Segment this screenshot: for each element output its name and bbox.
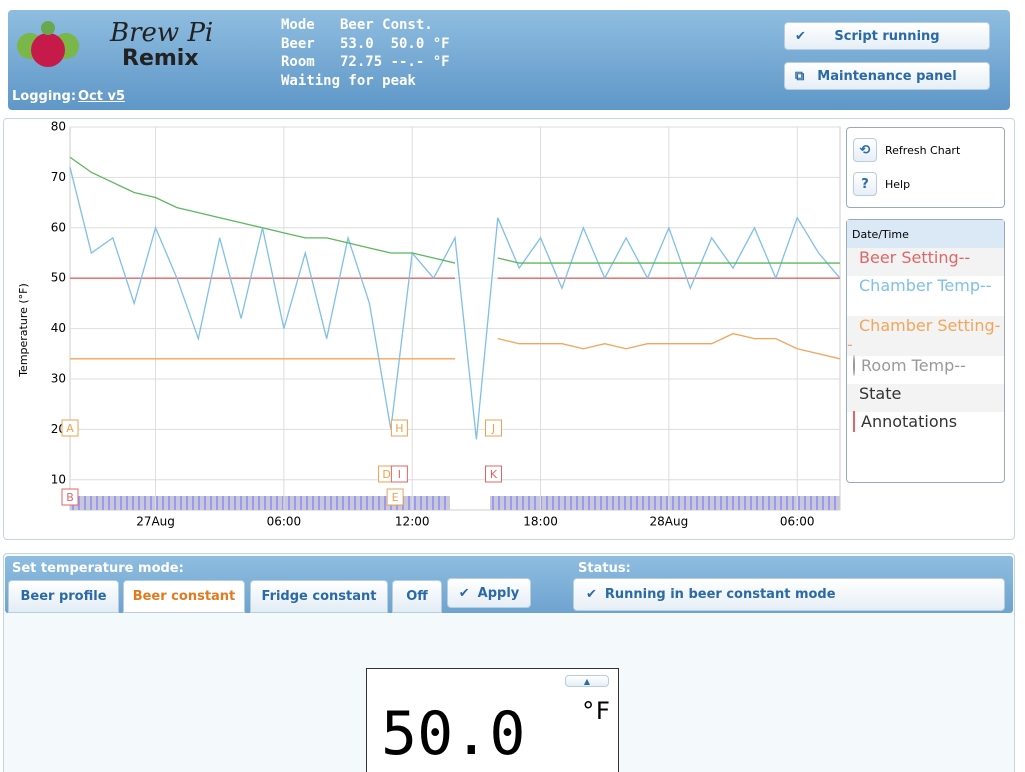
annotation-box: [61, 419, 79, 437]
mode-tab[interactable]: Fridge constant: [250, 580, 388, 613]
series-line: [69, 156, 840, 264]
series-line: [70, 332, 841, 360]
legend-name: State: [859, 384, 902, 403]
annotation-box: [390, 465, 408, 483]
logging-link[interactable]: Oct v5: [78, 89, 126, 104]
legend-title: Date/Time: [847, 220, 1004, 248]
spin-up[interactable]: ▲: [565, 675, 609, 687]
legend-item: Chamber Setting--: [847, 316, 1004, 356]
temp-value[interactable]: 50.0: [381, 699, 526, 769]
legend-name: Beer Setting: [859, 248, 959, 267]
lcd-line: Beer 53.0 50.0 °F: [281, 35, 450, 52]
series-line: [69, 167, 841, 440]
legend-name: Chamber Setting: [859, 316, 995, 335]
legend-item: Room Temp--: [847, 355, 1004, 384]
annotation-box: [485, 465, 502, 483]
chart-tools: ⟲ Refresh Chart ? Help: [846, 127, 1005, 208]
mode-tab[interactable]: Beer profile: [8, 580, 119, 613]
mode-tab[interactable]: Off: [392, 580, 442, 613]
annotation-label: K: [490, 468, 498, 481]
status-label: Status:: [578, 561, 631, 576]
annotation-label: I: [398, 468, 401, 481]
x-tick-label: 06:00: [267, 515, 302, 529]
mode-tab[interactable]: Beer constant: [123, 580, 245, 613]
annotation-box: [390, 419, 408, 437]
y-tick-label: 70: [51, 170, 66, 184]
lcd-line: Mode Beer Const.: [281, 17, 433, 33]
button-label: Script running: [834, 28, 940, 44]
legend-value: --: [980, 276, 992, 295]
logo-text: Brew Pi: [110, 18, 214, 48]
legend-value: --: [954, 356, 966, 375]
maintenance-button[interactable]: ⧉ Maintenance panel: [784, 62, 990, 90]
mode-title: Set temperature mode:: [12, 561, 184, 576]
legend-value: --: [958, 248, 971, 267]
help-button[interactable]: ? Help: [853, 172, 910, 196]
logo-icon: [14, 16, 82, 72]
status-text: Running in beer constant mode: [604, 587, 836, 602]
button-label: Help: [885, 177, 911, 191]
refresh-button[interactable]: ⟲ Refresh Chart: [853, 138, 960, 162]
temp-display: ▲ 50.0 °F: [366, 668, 619, 772]
annotation-label: A: [66, 422, 74, 435]
legend-name: Room Temp: [861, 356, 955, 375]
legend-item: Annotations: [847, 411, 1004, 440]
y-tick-label: 80: [51, 120, 66, 134]
state-bar: [490, 496, 840, 510]
y-tick-label: 30: [51, 371, 66, 385]
annotation-box: [485, 419, 502, 437]
x-tick-label: 06:00: [780, 515, 815, 529]
x-tick-label: 12:00: [395, 515, 430, 529]
y-tick-label: 10: [51, 472, 66, 486]
y-tick-label: 40: [51, 321, 66, 335]
annotation-label: B: [66, 491, 74, 504]
legend-value: --: [847, 316, 1001, 354]
annotation-label: H: [395, 422, 403, 435]
x-tick-label: 28Aug: [650, 515, 689, 529]
legend: Date/Time Beer Temp--Beer Setting--Chamb…: [846, 219, 1005, 483]
temp-unit: °F: [581, 697, 610, 725]
annotation-box: [386, 488, 404, 506]
button-label: Maintenance panel: [817, 68, 957, 84]
button-label: Refresh Chart: [885, 143, 961, 157]
legend-item: State: [847, 384, 1004, 412]
annotation-label: E: [392, 491, 399, 504]
status-box: ✔ Running in beer constant mode: [573, 578, 1005, 611]
lcd-line: Waiting for peak: [281, 72, 416, 89]
annotation-label: J: [491, 422, 495, 435]
legend-name: Chamber Temp: [859, 276, 981, 295]
button-label: Apply: [477, 585, 520, 601]
x-tick-label: 18:00: [523, 515, 558, 529]
legend-item: Chamber Temp--: [847, 276, 1004, 316]
script-button[interactable]: ✔ Script running: [784, 22, 990, 50]
x-tick-label: 27Aug: [136, 515, 175, 529]
logging-label: Logging:: [12, 89, 77, 104]
apply-button[interactable]: ✔ Apply: [447, 578, 531, 608]
logo-text: Remix: [122, 46, 199, 71]
y-tick-label: 50: [51, 271, 66, 285]
y-axis-label: Temperature (°F): [17, 283, 30, 378]
lcd: Mode Beer Const. Beer 53.0 50.0 °F Room 72…: [281, 16, 450, 90]
state-bar: [70, 496, 450, 510]
y-tick-label: 60: [51, 220, 66, 234]
annotation-label: D: [382, 468, 390, 481]
lcd-line: Room 72.75 --.- °F: [281, 54, 450, 70]
plot-area: [69, 126, 841, 511]
legend-dot: [853, 355, 855, 376]
legend-dot: [853, 411, 855, 432]
legend-name: Annotations: [861, 412, 958, 431]
annotation-box: [61, 488, 79, 506]
legend-item: Beer Setting--: [847, 248, 1004, 276]
